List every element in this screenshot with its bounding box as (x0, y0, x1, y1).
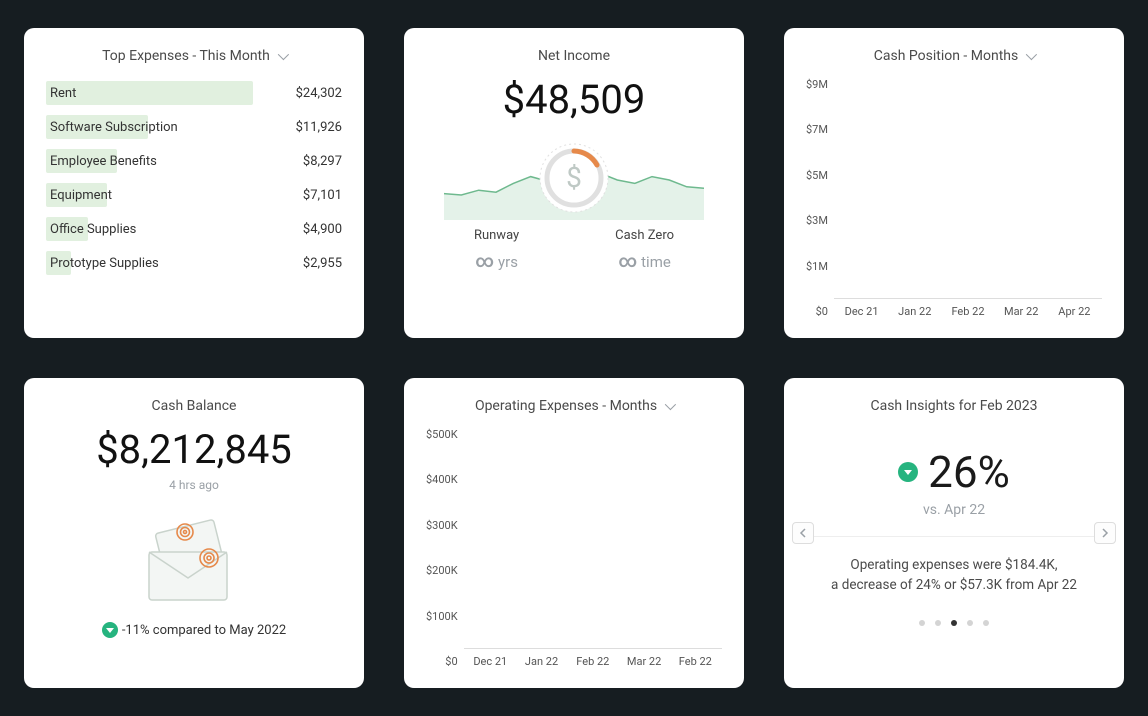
divider (806, 536, 1102, 537)
card-cash-balance: Cash Balance $8,212,845 4 hrs ago -11% c… (24, 378, 364, 688)
operating-expenses-x-labels: Dec 21Jan 22Feb 22Mar 22Feb 22 (464, 649, 722, 668)
expense-label: Prototype Supplies (46, 256, 159, 271)
expense-list: Rent $24,302 Software Subscription $11,926 E… (46, 78, 342, 318)
infinity-icon: ∞ (618, 251, 637, 272)
card-title-net-income: Net Income (426, 48, 722, 64)
expense-value: $11,926 (296, 120, 342, 135)
expense-row: Software Subscription $11,926 (46, 112, 342, 142)
cash-position-bars (834, 78, 1102, 299)
operating-expenses-y-axis: $500K$400K$300K$200K$100K$0 (426, 428, 464, 668)
insights-percent-row: 26% (806, 446, 1102, 498)
pagination-dot[interactable] (951, 620, 957, 626)
pagination-dot[interactable] (919, 620, 925, 626)
pagination-dot[interactable] (935, 620, 941, 626)
card-title-cash-balance: Cash Balance (46, 398, 342, 414)
expense-row: Rent $24,302 (46, 78, 342, 108)
card-net-income: Net Income $48,509 $ Runway ∞yrs Cash Ze… (404, 28, 744, 338)
infinity-icon: ∞ (475, 251, 494, 272)
insights-pagination-dots (806, 620, 1102, 626)
expense-value: $4,900 (303, 222, 342, 237)
runway-block: Runway ∞yrs (474, 228, 519, 272)
envelope-icon (46, 512, 342, 602)
cash-zero-value: ∞time (615, 251, 674, 272)
down-badge-icon (102, 622, 118, 638)
expense-row: Equipment $7,101 (46, 180, 342, 210)
insights-percent: 26% (928, 446, 1010, 498)
card-title-top-expenses[interactable]: Top Expenses - This Month (46, 48, 342, 64)
cash-position-chart: $9M$7M$5M$3M$1M$0 Dec 21Jan 22Feb 22Mar … (806, 78, 1102, 318)
card-cash-insights: Cash Insights for Feb 2023 26% vs. Apr 2… (784, 378, 1124, 688)
card-title-cash-position[interactable]: Cash Position - Months (806, 48, 1102, 64)
cash-balance-timestamp: 4 hrs ago (46, 478, 342, 492)
card-cash-position: Cash Position - Months $9M$7M$5M$3M$1M$0… (784, 28, 1124, 338)
cash-balance-compare: -11% compared to May 2022 (46, 622, 342, 638)
insights-prev-button[interactable] (792, 522, 814, 544)
cash-zero-label: Cash Zero (615, 228, 674, 243)
expense-row: Prototype Supplies $2,955 (46, 248, 342, 278)
net-income-footer: Runway ∞yrs Cash Zero ∞time (426, 228, 722, 272)
operating-expenses-bars (464, 428, 722, 649)
expense-value: $24,302 (296, 86, 342, 101)
cash-position-y-axis: $9M$7M$5M$3M$1M$0 (806, 78, 834, 318)
insights-vs: vs. Apr 22 (806, 502, 1102, 518)
cash-balance-value: $8,212,845 (46, 428, 342, 472)
expense-value: $7,101 (303, 188, 342, 203)
expense-row: Employee Benefits $8,297 (46, 146, 342, 176)
card-top-expenses: Top Expenses - This Month Rent $24,302 Sof… (24, 28, 364, 338)
net-income-value: $48,509 (426, 78, 722, 122)
pagination-dot[interactable] (967, 620, 973, 626)
net-income-sparkline: $ (444, 140, 704, 220)
cash-position-x-labels: Dec 21Jan 22Feb 22Mar 22Apr 22 (834, 299, 1102, 318)
insights-body: Operating expenses were $184.4K, a decre… (806, 555, 1102, 596)
operating-expenses-chart: $500K$400K$300K$200K$100K$0 Dec 21Jan 22… (426, 428, 722, 668)
expense-value: $8,297 (303, 154, 342, 169)
down-badge-icon (898, 462, 918, 482)
cash-zero-block: Cash Zero ∞time (615, 228, 674, 272)
expense-row: Office Supplies $4,900 (46, 214, 342, 244)
pagination-dot[interactable] (983, 620, 989, 626)
expense-label: Rent (46, 86, 76, 101)
svg-text:$: $ (566, 161, 582, 194)
card-operating-expenses: Operating Expenses - Months $500K$400K$3… (404, 378, 744, 688)
expense-label: Equipment (46, 188, 112, 203)
expense-label: Software Subscription (46, 120, 178, 135)
card-title-operating-expenses[interactable]: Operating Expenses - Months (426, 398, 722, 414)
runway-label: Runway (474, 228, 519, 243)
card-title-cash-insights: Cash Insights for Feb 2023 (806, 398, 1102, 414)
expense-label: Employee Benefits (46, 154, 157, 169)
expense-label: Office Supplies (46, 222, 136, 237)
runway-value: ∞yrs (474, 251, 519, 272)
expense-value: $2,955 (303, 256, 342, 271)
insights-next-button[interactable] (1094, 522, 1116, 544)
